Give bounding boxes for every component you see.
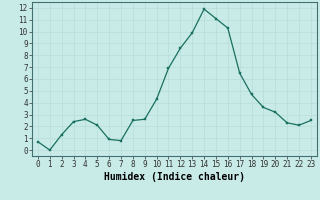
X-axis label: Humidex (Indice chaleur): Humidex (Indice chaleur) [104,172,245,182]
